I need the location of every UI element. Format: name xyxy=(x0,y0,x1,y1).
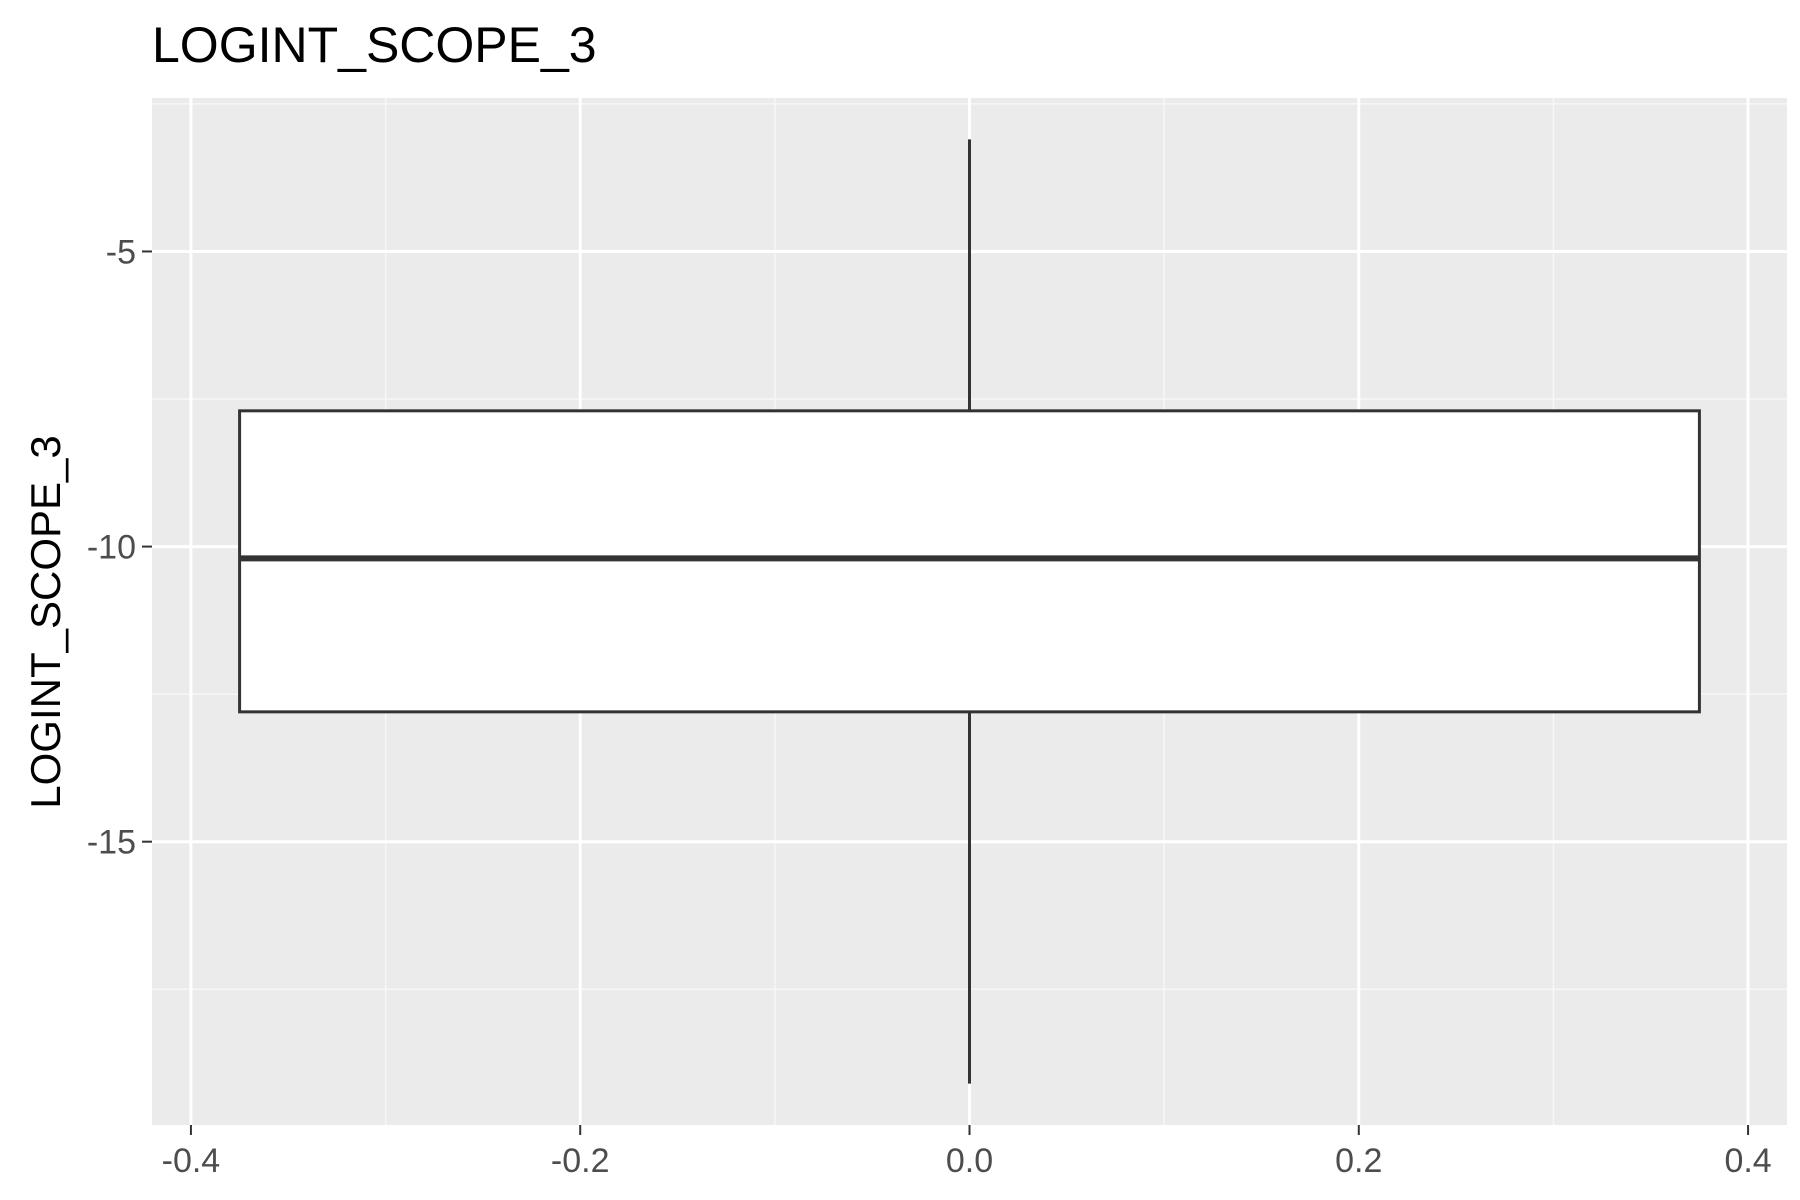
x-tick-label: 0.4 xyxy=(1724,1142,1771,1180)
y-tick-label: -5 xyxy=(106,233,136,271)
x-tick-label: -0.4 xyxy=(162,1142,221,1180)
x-tick-label: 0.0 xyxy=(946,1142,993,1180)
boxplot xyxy=(238,139,1701,1084)
y-tick-label: -15 xyxy=(87,824,136,862)
x-tick-label: -0.2 xyxy=(551,1142,610,1180)
y-axis-title: LOGINT_SCOPE_3 xyxy=(22,435,69,808)
chart-title: LOGINT_SCOPE_3 xyxy=(152,17,597,73)
x-tick-label: 0.2 xyxy=(1335,1142,1382,1180)
y-tick-label: -10 xyxy=(87,529,136,567)
